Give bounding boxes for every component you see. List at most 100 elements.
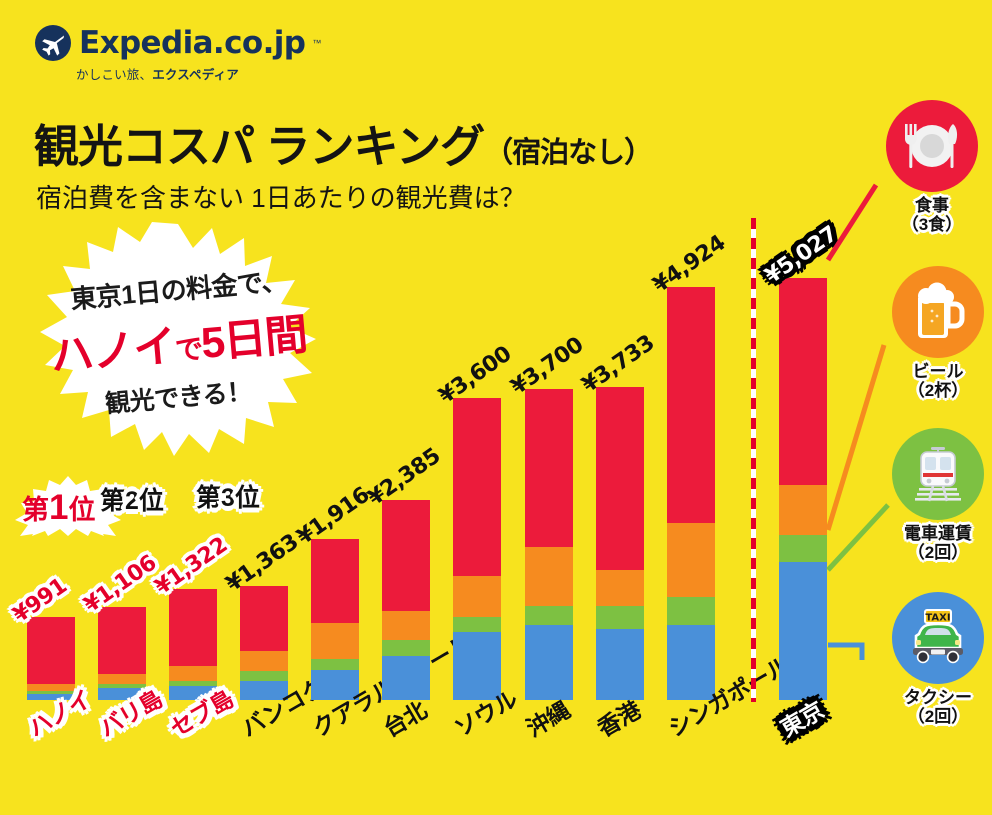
bar-1 — [27, 616, 75, 700]
bar-3-segment-2-3 — [169, 685, 217, 700]
bar-5-segment-3-0 — [311, 539, 359, 624]
bar-2-segment-3-0 — [98, 607, 146, 675]
bar-11-segment-2-3 — [779, 561, 827, 700]
bar-9-segment-2-3 — [596, 628, 644, 700]
bar-2 — [98, 607, 146, 700]
rank-3-post: 位 — [234, 484, 260, 512]
bar-10-segment-2-2 — [667, 597, 715, 626]
bar-10-segment-3-0 — [667, 286, 715, 524]
bar-4-segment-3-0 — [240, 585, 288, 652]
bar-5 — [311, 539, 359, 700]
dashed-separator — [751, 218, 756, 702]
bar-8-segment-2-2 — [525, 606, 573, 626]
bar-8-segment-3-0 — [525, 389, 573, 548]
starburst-shape — [40, 222, 316, 456]
bar-8-segment-2-3 — [525, 625, 573, 700]
legend-circle-beer — [892, 266, 984, 358]
legend-label-food: 食事 （3食） — [866, 196, 992, 234]
legend-label-food-line1: 食事 — [915, 196, 949, 215]
bar-10-segment-2-1 — [667, 523, 715, 598]
bar-11 — [779, 278, 827, 700]
bar-7-segment-2-1 — [453, 575, 501, 617]
bar-4-segment-2-3 — [240, 680, 288, 700]
bar-1-segment-2-1 — [27, 683, 75, 691]
rank-2-num: 2 — [125, 487, 139, 515]
bar-9-segment-2-2 — [596, 605, 644, 629]
legend-circle-taxi: TAXI — [892, 592, 984, 684]
bar-3-segment-2-2 — [169, 680, 217, 686]
bar-1-segment-2-3 — [27, 694, 75, 700]
svg-text:TAXI: TAXI — [925, 613, 950, 624]
bar-11-segment-3-0 — [779, 278, 827, 485]
bar-7-segment-3-0 — [453, 397, 501, 576]
legend-label-food-line2: （3食） — [901, 215, 963, 235]
legend-label-beer-line2: （2杯） — [907, 381, 969, 401]
rank-1-star-shape — [15, 476, 121, 536]
bar-1-segment-3-0 — [27, 616, 75, 684]
rank-1-post: 位 — [68, 495, 96, 525]
beer-mug-icon — [918, 282, 965, 338]
page-title-main: 観光コスパ ランキング — [34, 121, 485, 172]
bar-7-segment-2-3 — [453, 632, 501, 700]
bar-9-segment-3-0 — [596, 386, 644, 570]
rank-3-num: 3 — [221, 484, 235, 512]
page-subtitle: 宿泊費を含まない 1日あたりの観光費は？ — [36, 183, 526, 213]
rank-badge-1: 第1位 — [22, 488, 95, 528]
bar-10 — [667, 286, 715, 700]
starburst-callout: 東京1日の料金で、 ハノイで5日間 観光できる！ — [18, 222, 338, 462]
legend-label-train: 電車運賃 （2回） — [872, 524, 992, 562]
legend-label-train-line1: 電車運賃 — [904, 524, 972, 543]
brand-tagline: かしこい旅、エクスペディア — [76, 64, 274, 83]
bar-2-segment-2-3 — [98, 688, 146, 700]
bar-6-segment-3-0 — [382, 499, 430, 612]
bar-3-segment-3-0 — [169, 589, 217, 667]
bar-6-segment-2-1 — [382, 611, 430, 640]
legend-item-taxi[interactable]: TAXI タクシー （2回） — [872, 592, 992, 726]
brand-name: Expedia.co.jp — [79, 25, 306, 61]
bar-2-segment-2-1 — [98, 674, 146, 685]
bar-8 — [525, 389, 573, 700]
legend-item-beer[interactable]: ビール （2杯） — [872, 266, 992, 400]
legend-label-beer: ビール （2杯） — [872, 362, 992, 400]
bar-6-segment-2-2 — [382, 640, 430, 657]
bar-4-segment-2-1 — [240, 651, 288, 672]
brand-tagline-pre: かしこい旅、 — [76, 68, 153, 82]
legend-circle-train — [892, 428, 984, 520]
page-title: 観光コスパ ランキング（宿泊なし） — [34, 110, 653, 175]
legend-label-taxi: タクシー （2回） — [872, 688, 992, 726]
rank-2-post: 位 — [138, 487, 164, 515]
bar-3 — [169, 589, 217, 700]
brand-tagline-bold: エクスペディア — [152, 68, 239, 82]
bar-8-segment-2-1 — [525, 547, 573, 606]
rank-2-pre: 第 — [100, 487, 126, 515]
bar-6-segment-2-3 — [382, 656, 430, 700]
rank-3-pre: 第 — [196, 484, 222, 512]
bar-2-segment-2-2 — [98, 684, 146, 689]
bar-4 — [240, 585, 288, 700]
bar-9-segment-2-1 — [596, 569, 644, 606]
expedia-logo: Expedia.co.jp ™ かしこい旅、エクスペディア — [34, 24, 321, 90]
bar-5-segment-2-2 — [311, 659, 359, 670]
train-front-icon — [915, 447, 961, 502]
plate-fork-knife-icon — [905, 124, 958, 168]
bar-9 — [596, 386, 644, 700]
legend-label-taxi-line2: （2回） — [907, 707, 969, 727]
taxi-car-icon: TAXI — [913, 609, 963, 664]
legend-item-food[interactable]: 食事 （3食） — [866, 100, 992, 234]
bar-7-segment-2-2 — [453, 616, 501, 633]
airplane-circle-icon — [34, 24, 72, 62]
legend-circle-food — [886, 100, 978, 192]
bar-1-segment-2-2 — [27, 690, 75, 695]
bar-11-segment-2-1 — [779, 484, 827, 535]
rank-1-num: 1 — [49, 488, 69, 527]
bar-4-segment-2-2 — [240, 671, 288, 681]
bar-6 — [382, 499, 430, 700]
legend-item-train[interactable]: 電車運賃 （2回） — [872, 428, 992, 562]
legend-label-train-line2: （2回） — [907, 543, 969, 563]
legend-label-beer-line1: ビール — [912, 362, 964, 381]
rank-badge-3: 第3位 — [196, 478, 260, 514]
trademark-symbol: ™ — [312, 38, 322, 48]
bar-10-segment-2-3 — [667, 625, 715, 700]
rank-1-pre: 第 — [22, 495, 49, 525]
